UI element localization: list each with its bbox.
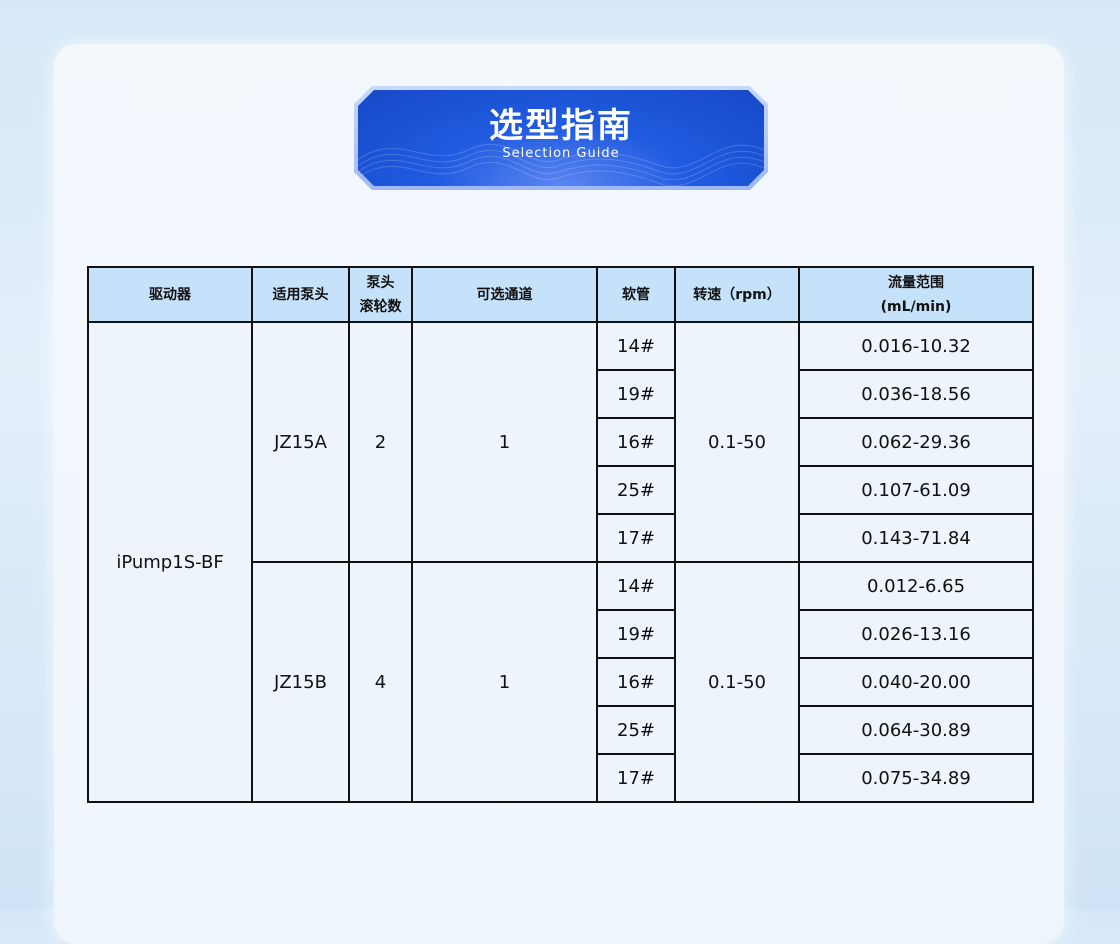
tube-cell: 14#	[596, 321, 676, 371]
table-row: 16# 0.040-20.00	[88, 657, 1034, 707]
channels-cell: 1	[411, 321, 598, 563]
flow-cell: 0.026-13.16	[798, 609, 1034, 659]
table-row: 19# 0.036-18.56	[88, 369, 1034, 419]
flow-cell: 0.062-29.36	[798, 417, 1034, 467]
header-rollers-line1: 泵头	[366, 274, 395, 291]
table-header-row: 驱动器 适用泵头 泵头滚轮数 可选通道 软管 转速（rpm） 流量范围 (mL/m…	[87, 266, 1034, 323]
tube-cell: 19#	[596, 369, 676, 419]
flow-cell: 0.107-61.09	[798, 465, 1034, 515]
tube-cell: 25#	[596, 465, 676, 515]
header-flow-line1: 流量范围	[888, 274, 944, 291]
speed-cell: 0.1-50	[674, 321, 800, 563]
header-flow-line2: (mL/min)	[880, 298, 952, 315]
channels-cell: 1	[411, 561, 598, 803]
flow-cell: 0.075-34.89	[798, 753, 1034, 803]
table-row: 17# 0.143-71.84	[88, 513, 1034, 563]
table-row: 25# 0.064-30.89	[88, 705, 1034, 755]
header-driver: 驱动器	[87, 266, 253, 323]
tube-cell: 25#	[596, 705, 676, 755]
tube-cell: 16#	[596, 417, 676, 467]
flow-cell: 0.064-30.89	[798, 705, 1034, 755]
rollers-cell: 4	[348, 561, 413, 803]
header-tube: 软管	[596, 266, 676, 323]
header-rollers: 泵头 滚轮数	[348, 266, 413, 323]
tube-cell: 14#	[596, 561, 676, 611]
header-flow: 流量范围 (mL/min)	[798, 266, 1034, 323]
pump-head-cell: JZ15A	[251, 321, 350, 563]
flow-cell: 0.012-6.65	[798, 561, 1034, 611]
speed-cell: 0.1-50	[674, 561, 800, 803]
tube-cell: 17#	[596, 753, 676, 803]
table-row: JZ15B 4 1 14# 0.1-50 0.012-6.65	[88, 561, 1034, 803]
table-row: iPump1S-BF JZ15A 2 1 14# 0.1-50 0.016-10.32	[87, 321, 1034, 803]
flow-cell: 0.040-20.00	[798, 657, 1034, 707]
tube-cell: 19#	[596, 609, 676, 659]
wave-decoration-icon	[358, 90, 764, 186]
table-row: 17# 0.075-34.89	[88, 753, 1034, 803]
pump-head-cell: JZ15B	[251, 561, 350, 803]
flow-cell: 0.036-18.56	[798, 369, 1034, 419]
header-channels: 可选通道	[411, 266, 598, 323]
table-row: 25# 0.107-61.09	[88, 465, 1034, 515]
header-speed: 转速（rpm）	[674, 266, 800, 323]
driver-cell: iPump1S-BF	[87, 321, 253, 803]
flow-cell: 0.143-71.84	[798, 513, 1034, 563]
flow-cell: 0.016-10.32	[798, 321, 1034, 371]
table-row: 16# 0.062-29.36	[88, 417, 1034, 467]
banner-title: 选型指南	[489, 106, 633, 146]
header-pump-head: 适用泵头	[251, 266, 350, 323]
rollers-cell: 2	[348, 321, 413, 563]
selection-table: 驱动器 适用泵头 泵头滚轮数 可选通道 软管 转速（rpm） 流量范围 (mL/m…	[87, 266, 1034, 803]
tube-cell: 17#	[596, 513, 676, 563]
tube-cell: 16#	[596, 657, 676, 707]
header-rollers-line2: 滚轮数	[359, 298, 402, 315]
selection-guide-banner: 选型指南 Selection Guide	[354, 86, 768, 190]
table-row: 19# 0.026-13.16	[88, 609, 1034, 659]
banner-subtitle: Selection Guide	[502, 146, 620, 161]
